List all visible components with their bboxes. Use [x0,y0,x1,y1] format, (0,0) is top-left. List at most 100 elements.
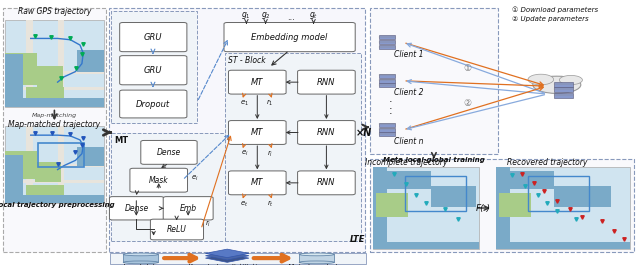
Text: Local data: Local data [123,264,159,265]
Text: ...: ... [287,13,295,22]
Bar [405,176,466,211]
Bar [5,126,104,203]
Text: Dropout: Dropout [136,100,170,108]
Bar [26,126,33,203]
Bar [380,127,396,132]
Bar [58,20,64,107]
Bar [5,164,104,167]
Bar [110,253,366,264]
Bar [380,78,396,83]
Bar [5,54,23,107]
Bar [77,50,104,72]
Text: Meta knowledge: Meta knowledge [288,264,346,265]
FancyBboxPatch shape [298,171,355,195]
Bar [58,126,64,203]
Text: ×N: ×N [355,127,372,138]
Bar [5,151,37,179]
Bar [26,87,64,103]
Text: ST - Block: ST - Block [228,56,266,65]
Text: Client 1: Client 1 [394,50,423,59]
Bar [77,147,104,166]
Bar [38,143,84,167]
Text: g$_t$: g$_t$ [309,10,318,21]
Bar [380,123,396,127]
Bar [5,20,104,107]
Bar [496,171,554,189]
Text: ·: · [388,104,392,114]
Text: e$_i$: e$_i$ [241,149,248,158]
Bar [373,167,387,249]
Bar [554,186,611,207]
FancyBboxPatch shape [120,56,187,85]
Bar [111,132,242,241]
Text: g$_2$: g$_2$ [260,10,271,21]
Ellipse shape [559,75,582,85]
Text: MT: MT [251,78,264,87]
Bar [5,180,104,183]
Bar [554,93,573,98]
Text: Map-matched trajectory: Map-matched trajectory [8,120,100,129]
Bar [496,167,510,249]
FancyBboxPatch shape [130,168,188,192]
Bar [496,242,630,249]
Text: ·: · [388,109,392,120]
Bar [111,11,197,123]
Text: Dense: Dense [125,204,148,213]
Ellipse shape [124,253,159,256]
Text: e$_1$: e$_1$ [240,99,249,108]
Bar [528,176,589,211]
Text: r$_i$: r$_i$ [205,219,211,229]
Bar [5,87,104,90]
Bar [431,186,476,207]
FancyBboxPatch shape [150,219,204,240]
Bar [370,8,498,154]
Text: Emb: Emb [180,204,196,213]
Bar [26,20,33,107]
Bar [380,83,396,87]
Bar [225,53,361,241]
Bar [380,132,396,136]
Bar [35,162,61,182]
Bar [380,35,396,39]
Text: r$_i$: r$_i$ [267,149,273,159]
Text: Local trajectory preprocessing: Local trajectory preprocessing [0,202,115,209]
Text: ②: ② [463,99,471,108]
Polygon shape [205,251,249,260]
Text: Mask: Mask [149,176,168,185]
Bar [5,53,37,85]
Bar [380,40,396,44]
Bar [554,87,573,92]
Text: g$_1$: g$_1$ [241,10,252,21]
Bar [370,159,634,252]
Ellipse shape [528,74,554,85]
Text: ① Download parameters: ① Download parameters [512,6,598,12]
Text: F(·): F(·) [476,204,491,213]
Text: r$_1$: r$_1$ [266,98,274,108]
Bar [496,167,630,249]
Text: r$_t$: r$_t$ [267,199,273,209]
Text: e$_i$: e$_i$ [191,174,199,183]
Bar [123,254,159,262]
Text: ② Update parameters: ② Update parameters [512,15,589,22]
Bar [26,185,64,199]
Text: Meta local-global training: Meta local-global training [383,157,484,164]
Text: GRU: GRU [144,33,163,42]
FancyBboxPatch shape [228,70,286,94]
Ellipse shape [532,76,581,93]
FancyBboxPatch shape [120,90,187,118]
Text: MT: MT [251,128,264,137]
Bar [373,171,431,189]
FancyBboxPatch shape [141,140,197,164]
Bar [300,254,334,262]
Bar [499,193,531,217]
Polygon shape [205,249,249,258]
FancyBboxPatch shape [298,121,355,144]
FancyBboxPatch shape [109,197,164,220]
FancyBboxPatch shape [298,70,355,94]
Text: Client n: Client n [394,137,423,146]
Text: ·: · [388,97,392,107]
Text: RNN: RNN [317,128,335,137]
Text: Embedding model: Embedding model [252,33,328,42]
FancyBboxPatch shape [120,23,187,52]
Bar [380,45,396,49]
